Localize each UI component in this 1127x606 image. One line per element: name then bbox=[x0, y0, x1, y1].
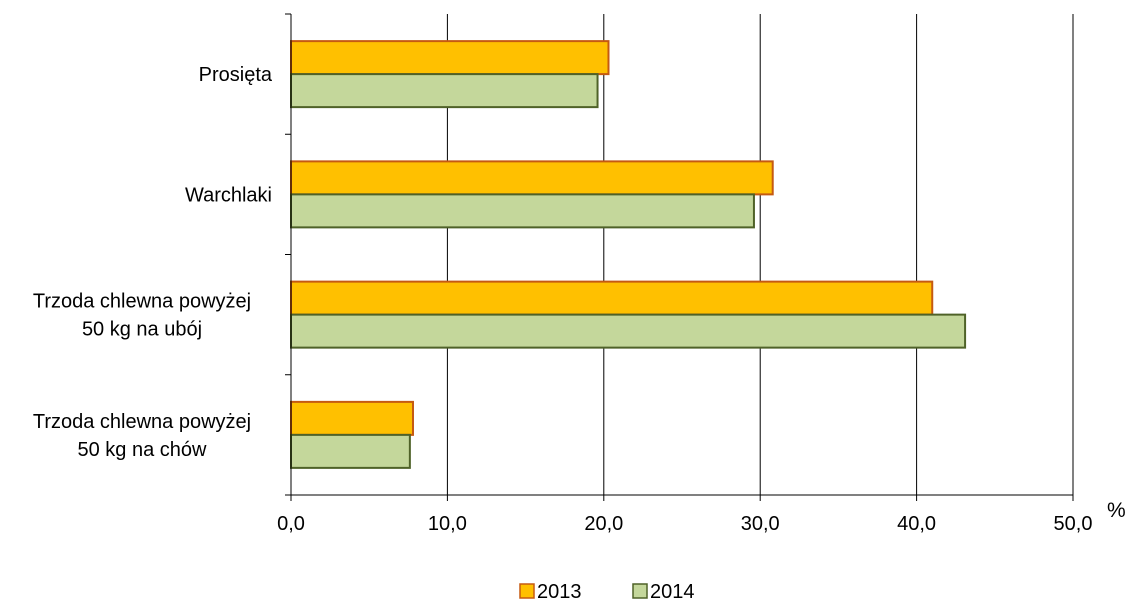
x-tick-label: 10,0 bbox=[428, 513, 467, 535]
x-tick-label: 50,0 bbox=[1054, 513, 1093, 535]
legend-swatch-2014 bbox=[632, 583, 648, 599]
bar-2013-2 bbox=[290, 280, 934, 316]
bars bbox=[290, 40, 967, 469]
category-label: Warchlaki bbox=[185, 184, 272, 206]
category-label: Trzoda chlewna powyżej 50 kg na chów bbox=[33, 411, 251, 461]
x-tick-label: 0,0 bbox=[277, 513, 305, 535]
x-tick-label: 30,0 bbox=[741, 513, 780, 535]
bar-2014-1 bbox=[290, 193, 755, 229]
bar-2013-0 bbox=[290, 40, 610, 76]
x-axis-unit: % bbox=[1107, 499, 1126, 522]
bar-2013-1 bbox=[290, 160, 774, 196]
legend-label-2013: 2013 bbox=[537, 581, 582, 603]
legend-swatch-2013 bbox=[519, 583, 535, 599]
bar-2013-3 bbox=[290, 400, 414, 436]
x-tick-label: 40,0 bbox=[897, 513, 936, 535]
y-category-labels: Prosięta Warchlaki Trzoda chlewna powyżej 5… bbox=[33, 64, 273, 461]
category-label: Prosięta bbox=[199, 64, 273, 86]
bar-2014-0 bbox=[290, 73, 599, 109]
axes bbox=[285, 13, 1074, 501]
legend-label-2014: 2014 bbox=[650, 581, 695, 603]
x-tick-labels: 0,0 10,0 20,0 30,0 40,0 50,0 bbox=[277, 513, 1092, 535]
x-tick-label: 20,0 bbox=[584, 513, 623, 535]
legend: 2013 2014 bbox=[519, 581, 695, 603]
category-label: Trzoda chlewna powyżej 50 kg na ubój bbox=[33, 291, 251, 341]
bar-2014-3 bbox=[290, 433, 411, 469]
bar-2014-2 bbox=[290, 313, 967, 349]
